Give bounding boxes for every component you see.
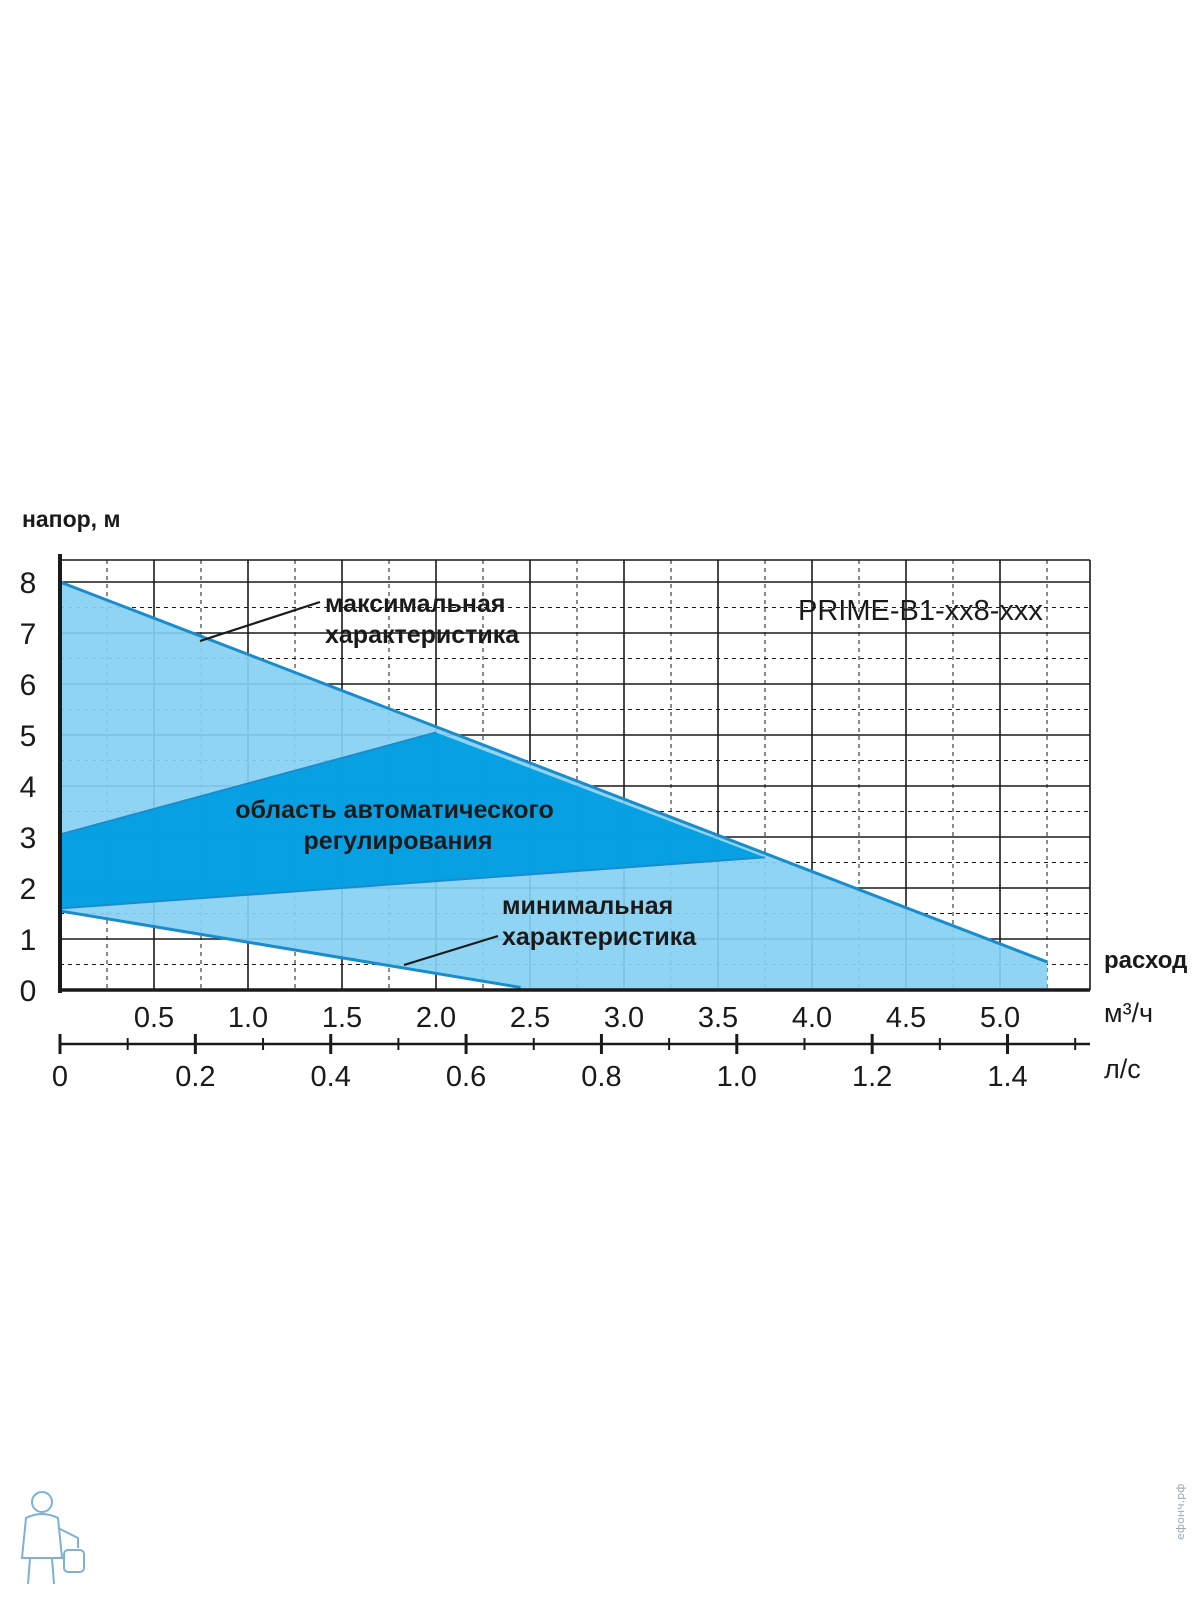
x-tick-label-secondary: 0.8 <box>581 1061 621 1093</box>
x-tick-label-secondary: 0 <box>52 1061 68 1093</box>
min-curve-line <box>59 909 521 989</box>
auto-control-area <box>60 732 765 909</box>
y-tick-label: 4 <box>20 771 37 804</box>
y-tick-label: 8 <box>20 567 37 600</box>
auto-region-lower-edge <box>59 856 766 910</box>
x-tick-label-primary: 0.5 <box>134 1002 174 1034</box>
x-tick-label-secondary: 1.2 <box>852 1061 892 1093</box>
y-tick-label: 3 <box>20 822 37 855</box>
auto-region-label: область автоматического регулирования <box>235 796 561 855</box>
axes <box>58 554 1090 1054</box>
max-curve-label: максимальная характеристика <box>325 590 520 649</box>
x-tick-label-primary: 2.5 <box>510 1002 550 1034</box>
x-tick-label-primary: 3.5 <box>698 1002 738 1034</box>
x-unit-primary: м³/ч <box>1104 998 1153 1028</box>
mascot-logo <box>20 1491 85 1585</box>
x-tick-label-secondary: 1.0 <box>717 1061 757 1093</box>
max-curve-leader <box>199 600 321 643</box>
x-tick-label-secondary: 1.4 <box>987 1061 1027 1093</box>
chart-areas <box>60 582 1047 990</box>
max-curve-label-line1: максимальная <box>325 590 505 618</box>
y-tick-label: 2 <box>20 873 37 906</box>
y-tick-label: 0 <box>20 975 37 1008</box>
chart-lines <box>59 580 1048 989</box>
auto-region-label-line1: область автоматического <box>235 796 554 824</box>
model-label: PRIME-B1-xx8-xxx <box>798 595 1043 627</box>
min-curve-leader <box>403 934 499 967</box>
y-tick-label: 6 <box>20 669 37 702</box>
auto-region-label-line2: регулирования <box>304 827 493 855</box>
x-tick-label-primary: 4.0 <box>792 1002 832 1034</box>
auto-region-upper-edge <box>59 731 437 836</box>
y-axis-label: напор, м <box>22 506 120 532</box>
min-curve-label: минимальная характеристика <box>502 892 697 951</box>
max-curve-label-line2: характеристика <box>325 621 520 649</box>
y-tick-label: 1 <box>20 924 37 957</box>
y-tick-label: 7 <box>20 618 37 651</box>
x-tick-label-secondary: 0.4 <box>311 1061 351 1093</box>
y-tick-label: 5 <box>20 720 37 753</box>
x-tick-label-secondary: 0.6 <box>446 1061 486 1093</box>
watermark: ефонч.рф <box>1174 1484 1187 1540</box>
chart-labels: напор, м PRIME-B1-xx8-xxx расход м³/ч л/… <box>22 506 1187 1084</box>
min-curve-label-line1: минимальная <box>502 892 673 920</box>
x-tick-label-primary: 1.5 <box>322 1002 362 1034</box>
x-unit-secondary: л/с <box>1104 1054 1141 1084</box>
max-curve-line <box>59 580 1048 964</box>
x-tick-label-secondary: 0.2 <box>175 1061 215 1093</box>
x-tick-label-primary: 2.0 <box>416 1002 456 1034</box>
x-tick-label-primary: 4.5 <box>886 1002 926 1034</box>
tick-labels: 0 1 2 3 4 5 6 7 8 0.5 1.0 1.5 2.0 2.5 3.0 3.5 4.0 4.5 5.0 0… <box>20 567 1028 1093</box>
x-tick-label-primary: 1.0 <box>228 1002 268 1034</box>
min-curve-label-line2: характеристика <box>502 923 697 951</box>
x-tick-label-primary: 5.0 <box>980 1002 1020 1034</box>
x-tick-label-primary: 3.0 <box>604 1002 644 1034</box>
x-axis-label: расход <box>1104 947 1187 974</box>
